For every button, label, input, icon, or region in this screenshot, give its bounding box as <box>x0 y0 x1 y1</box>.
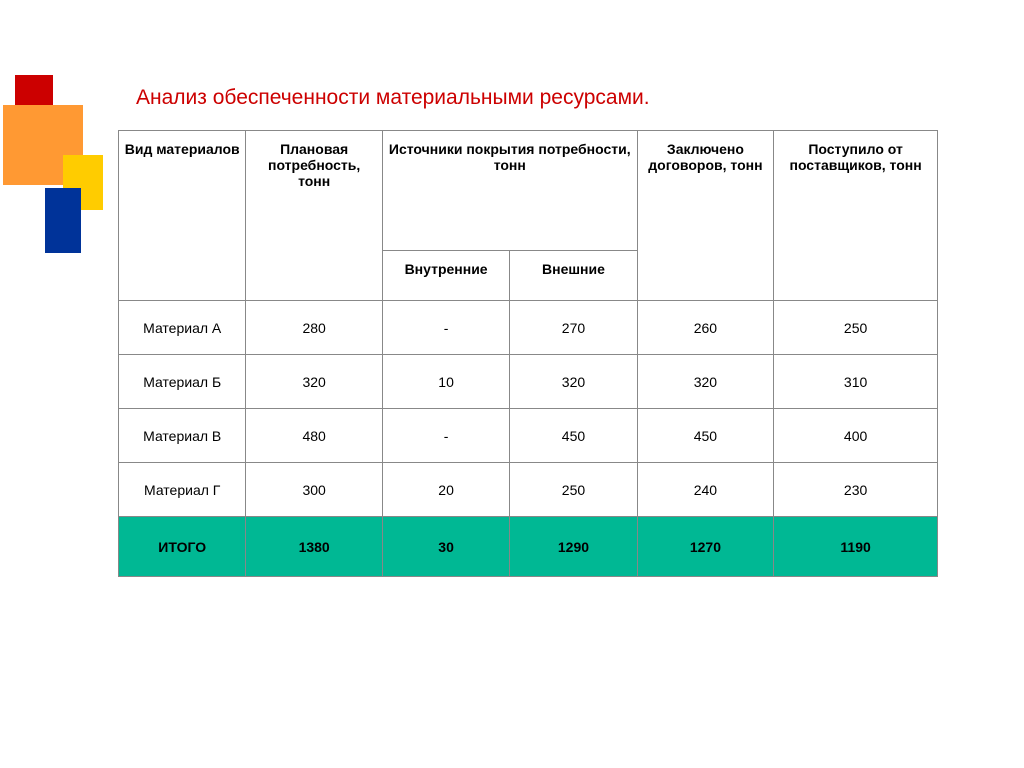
cell-suppliers: 230 <box>774 463 938 517</box>
materials-table: Вид материалов Плановая потребность, тон… <box>118 130 938 577</box>
table-row: Материал А 280 - 270 260 250 <box>119 301 938 355</box>
total-suppliers: 1190 <box>774 517 938 577</box>
col-header-suppliers: Поступило от поставщиков, тонн <box>774 131 938 301</box>
cell-internal: 20 <box>382 463 509 517</box>
cell-internal: - <box>382 409 509 463</box>
cell-suppliers: 310 <box>774 355 938 409</box>
cell-planned: 280 <box>246 301 383 355</box>
col-header-external: Внешние <box>510 251 637 301</box>
cell-external: 450 <box>510 409 637 463</box>
cell-planned: 320 <box>246 355 383 409</box>
col-header-planned: Плановая потребность, тонн <box>246 131 383 301</box>
table-row: Материал Б 320 10 320 320 310 <box>119 355 938 409</box>
cell-contracts: 240 <box>637 463 774 517</box>
page-title: Анализ обеспеченности материальными ресу… <box>136 86 650 110</box>
table-row: Материал В 480 - 450 450 400 <box>119 409 938 463</box>
table-container: Вид материалов Плановая потребность, тон… <box>118 130 938 577</box>
cell-contracts: 320 <box>637 355 774 409</box>
cell-material: Материал В <box>119 409 246 463</box>
cell-planned: 300 <box>246 463 383 517</box>
cell-external: 320 <box>510 355 637 409</box>
total-label: ИТОГО <box>119 517 246 577</box>
cell-internal: - <box>382 301 509 355</box>
cell-material: Материал Б <box>119 355 246 409</box>
decoration-blue <box>45 188 81 253</box>
total-planned: 1380 <box>246 517 383 577</box>
cell-suppliers: 250 <box>774 301 938 355</box>
total-internal: 30 <box>382 517 509 577</box>
cell-internal: 10 <box>382 355 509 409</box>
col-header-material: Вид материалов <box>119 131 246 301</box>
cell-suppliers: 400 <box>774 409 938 463</box>
total-contracts: 1270 <box>637 517 774 577</box>
col-header-contracts: Заключено договоров, тонн <box>637 131 774 301</box>
total-external: 1290 <box>510 517 637 577</box>
cell-material: Материал А <box>119 301 246 355</box>
col-header-sources: Источники покрытия потребности, тонн <box>382 131 637 251</box>
cell-material: Материал Г <box>119 463 246 517</box>
cell-external: 270 <box>510 301 637 355</box>
table-header-row-1: Вид материалов Плановая потребность, тон… <box>119 131 938 251</box>
cell-external: 250 <box>510 463 637 517</box>
col-header-internal: Внутренние <box>382 251 509 301</box>
cell-contracts: 260 <box>637 301 774 355</box>
cell-contracts: 450 <box>637 409 774 463</box>
table-total-row: ИТОГО 1380 30 1290 1270 1190 <box>119 517 938 577</box>
table-row: Материал Г 300 20 250 240 230 <box>119 463 938 517</box>
cell-planned: 480 <box>246 409 383 463</box>
